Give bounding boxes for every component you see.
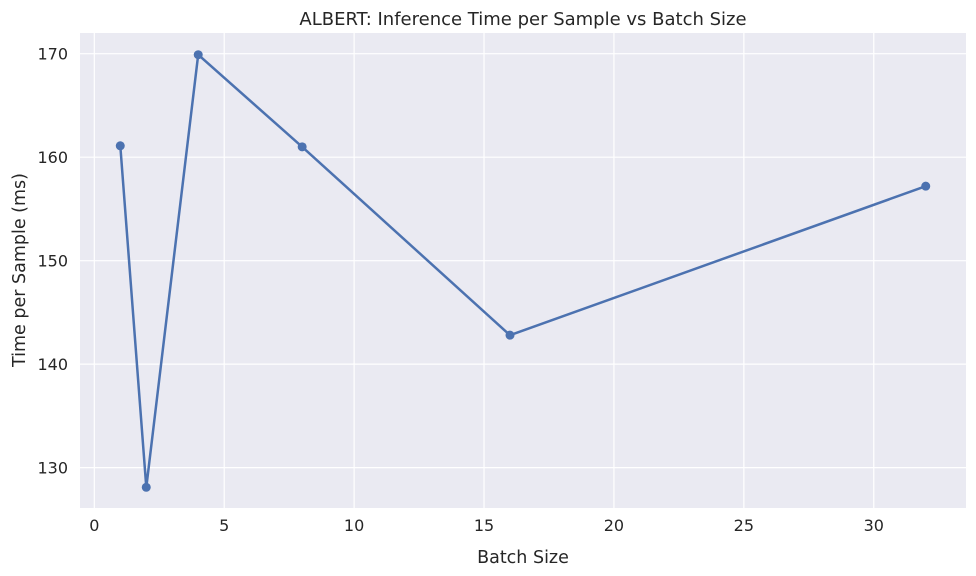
y-tick-label: 160 <box>37 148 68 167</box>
data-point <box>921 181 931 191</box>
data-point <box>193 50 203 60</box>
plot-area <box>80 33 966 508</box>
series-points <box>115 50 931 492</box>
y-tick-label: 170 <box>37 45 68 64</box>
y-tick-label: 150 <box>37 252 68 271</box>
chart-title: ALBERT: Inference Time per Sample vs Bat… <box>299 9 746 30</box>
y-tick-label: 140 <box>37 355 68 374</box>
x-tick-label: 20 <box>604 516 624 535</box>
x-axis-label: Batch Size <box>477 548 569 568</box>
x-tick-label: 30 <box>864 516 884 535</box>
x-tick-label: 25 <box>734 516 754 535</box>
y-axis-label: Time per Sample (ms) <box>10 173 30 368</box>
x-tick-label: 5 <box>219 516 229 535</box>
y-tick-label: 130 <box>37 459 68 478</box>
data-point <box>297 142 307 152</box>
x-tick-label: 10 <box>344 516 364 535</box>
x-tick-label: 0 <box>89 516 99 535</box>
x-tick-label: 15 <box>474 516 494 535</box>
tick-labels: 0 5 10 15 20 25 30 130 140 150 160 170 <box>37 45 883 535</box>
grid <box>80 33 966 508</box>
data-point <box>141 482 151 492</box>
series-line <box>119 53 927 489</box>
data-point <box>505 330 515 340</box>
data-point <box>115 141 125 151</box>
